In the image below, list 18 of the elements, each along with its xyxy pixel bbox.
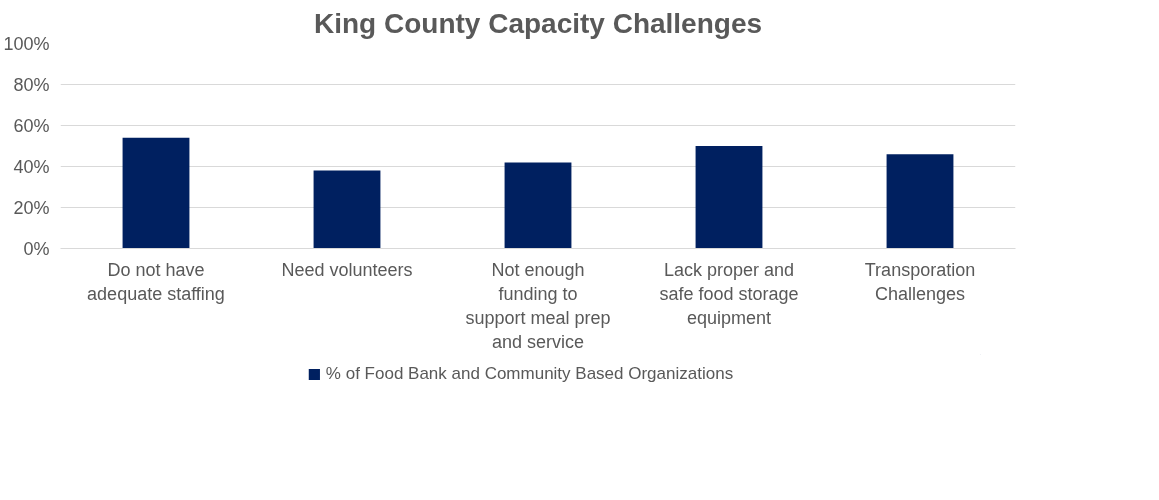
bar: [504, 162, 572, 249]
bar: [313, 170, 381, 249]
legend-label: % of Food Bank and Community Based Organizations: [325, 364, 734, 384]
y-tick-label: 60%: [13, 115, 50, 136]
y-tick-label: 20%: [13, 197, 50, 218]
y-tick-label: 100%: [3, 33, 50, 54]
x-tick-label: Not enough funding to support meal prep and service: [465, 259, 611, 352]
bar: [695, 146, 763, 249]
bar: [886, 154, 954, 249]
y-tick-label: 80%: [13, 74, 50, 95]
bar: [122, 137, 190, 249]
x-tick-label: Need volunteers: [281, 259, 413, 280]
x-tick-label: Do not have adequate staffing: [87, 259, 225, 304]
y-tick-label: 0%: [23, 238, 50, 259]
x-tick-label: Transporation Challenges: [864, 259, 976, 304]
y-tick-label: 40%: [13, 156, 50, 177]
chart-title: King County Capacity Challenges: [313, 7, 763, 39]
x-tick-label: Lack proper and safe food storage equipment: [659, 259, 799, 328]
